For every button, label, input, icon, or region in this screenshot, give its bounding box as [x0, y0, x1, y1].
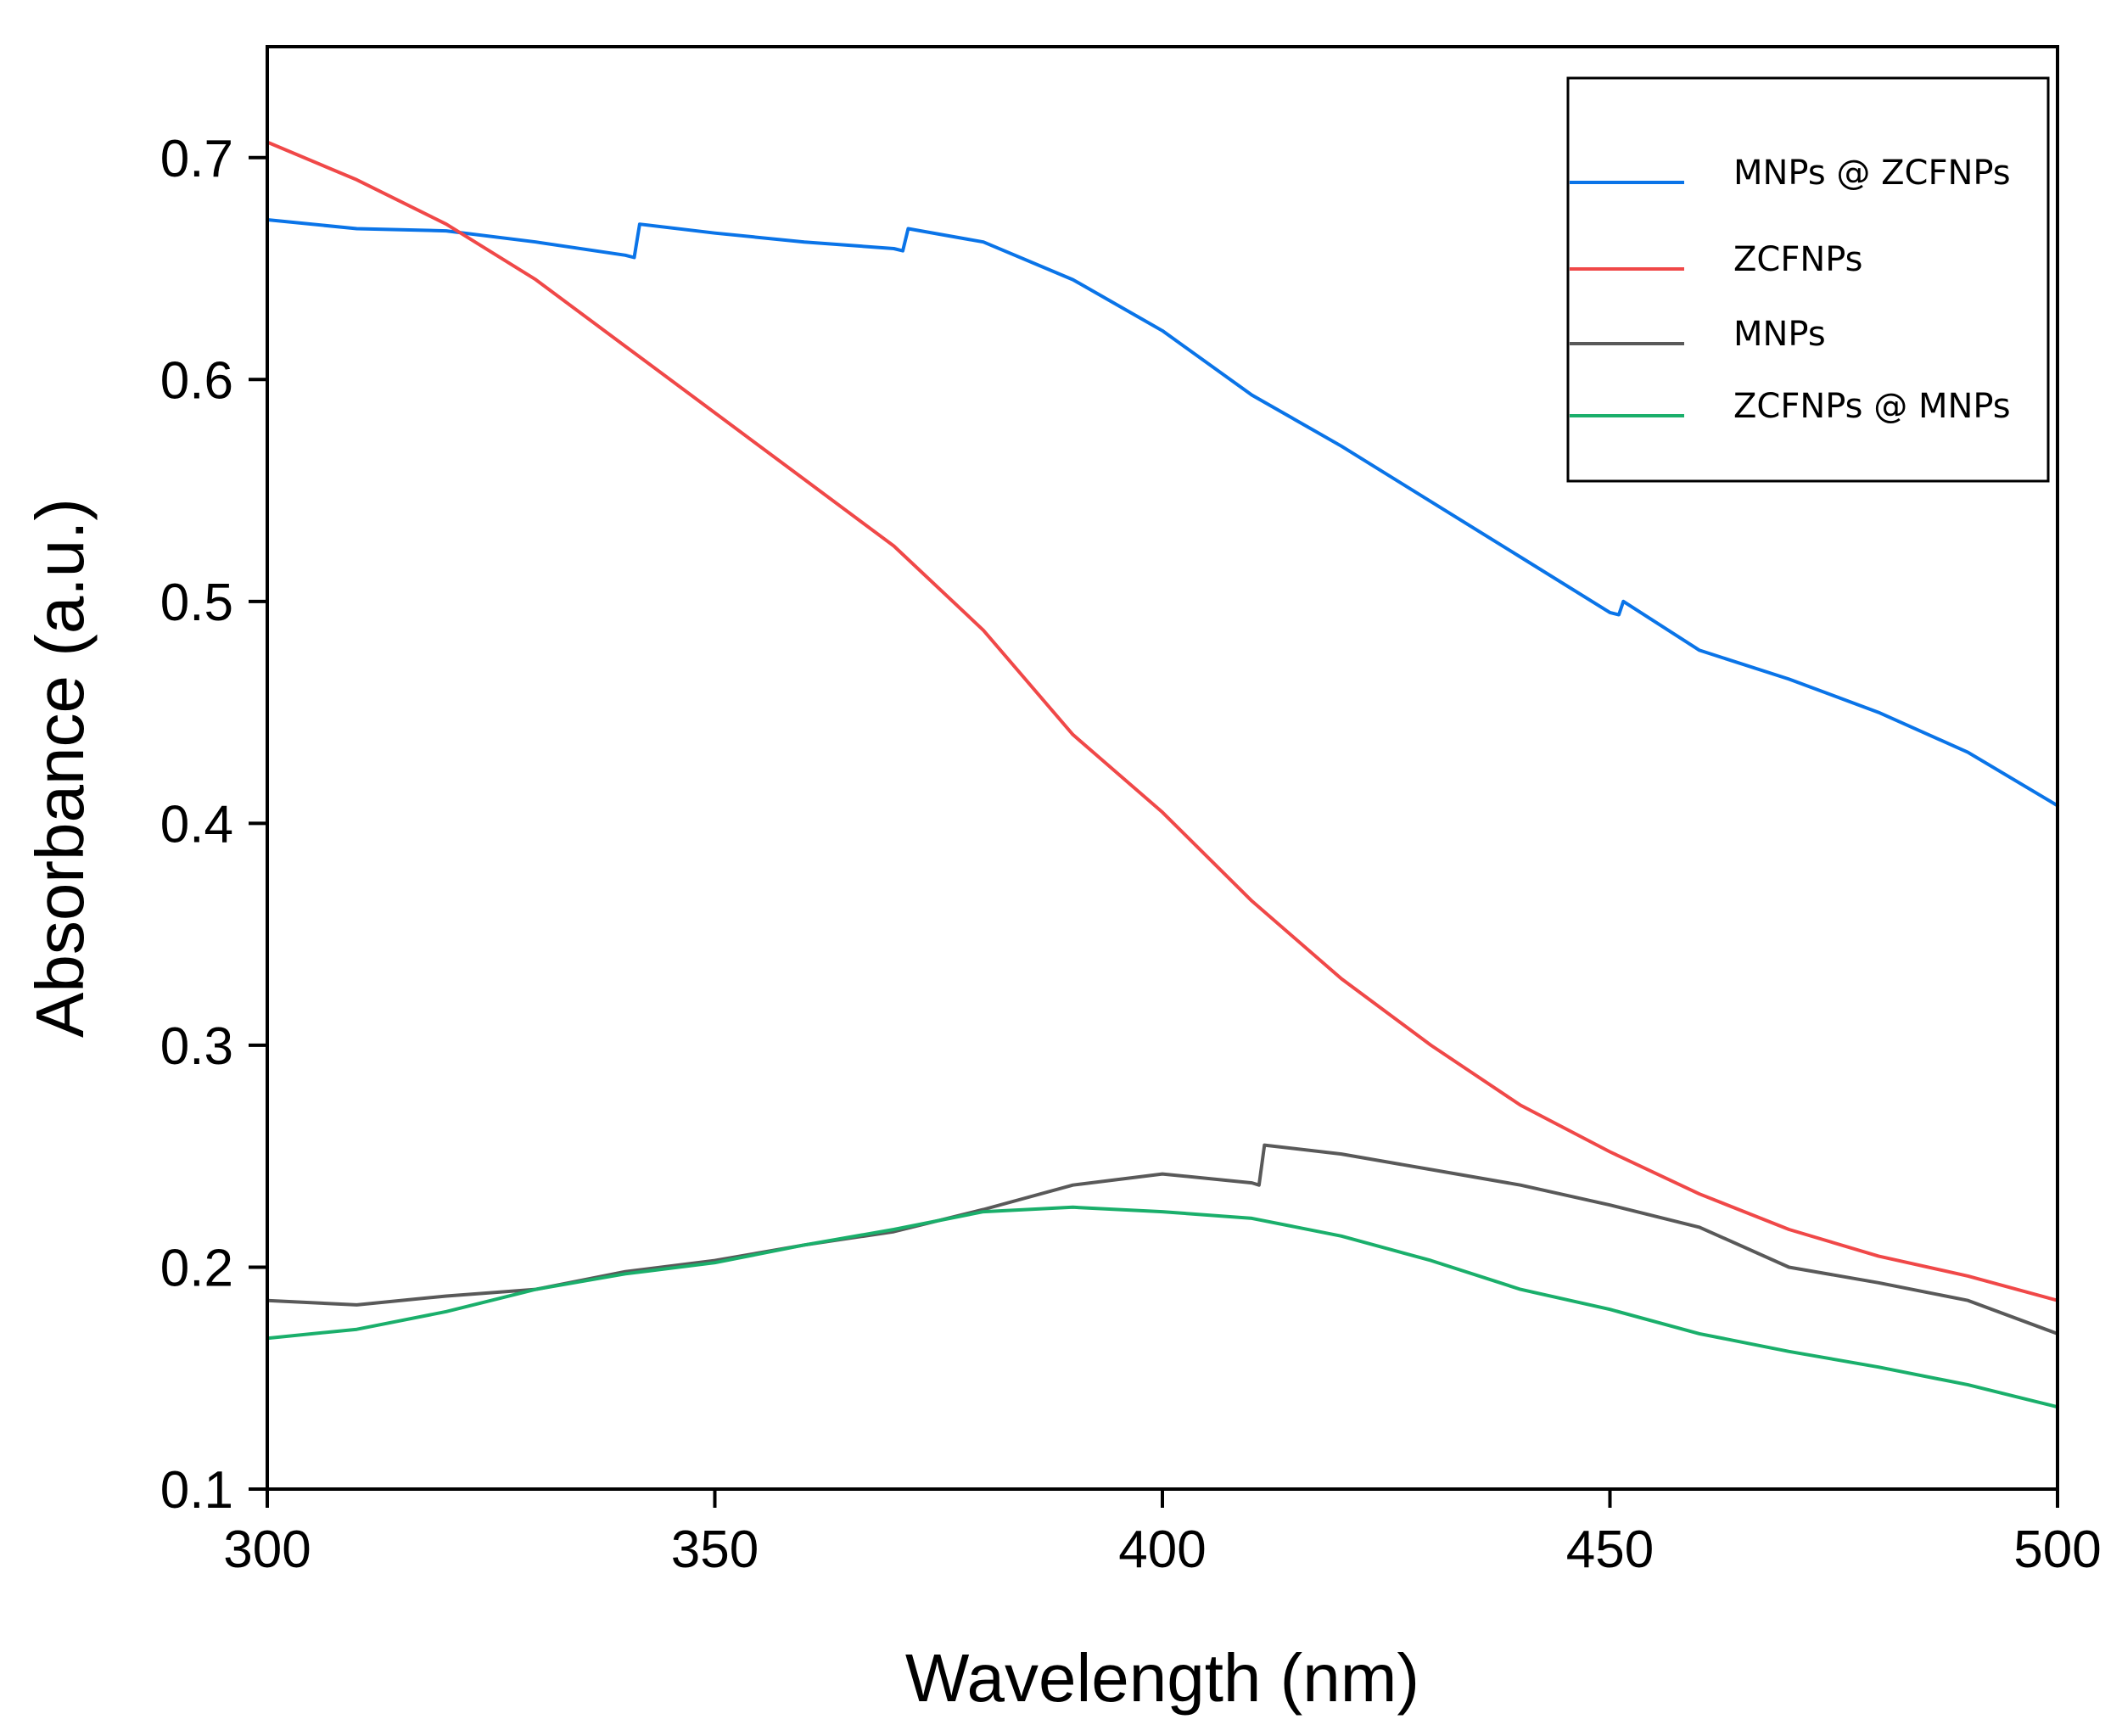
series-line-4 — [266, 1205, 2059, 1409]
x-tick-label: 450 — [1566, 1520, 1654, 1579]
x-tick-label: 500 — [2013, 1520, 2101, 1579]
legend-box — [1566, 76, 2050, 483]
x-axis: 300 350 400 450 500 — [223, 1489, 2102, 1579]
series-line-2 — [266, 140, 2059, 1302]
legend-label-1: MNPs @ ZCFNPs — [1733, 154, 2011, 193]
series-layer — [266, 140, 2059, 1409]
legend-items: MNPs @ ZCFNPs ZCFNPs MNPs ZCFNPs @ MNPs — [1570, 154, 2011, 426]
y-axis-title: Absorbance (a.u.) — [22, 498, 98, 1038]
legend-label-2: ZCFNPs — [1733, 240, 1863, 279]
x-axis-title: Wavelength (nm) — [905, 1640, 1419, 1716]
y-tick-label: 0.6 — [160, 351, 233, 410]
y-tick-label: 0.4 — [160, 795, 233, 854]
legend-label-3: MNPs — [1733, 315, 1826, 354]
y-tick-label: 0.1 — [160, 1461, 233, 1520]
y-tick-label: 0.2 — [160, 1239, 233, 1297]
legend: MNPs @ ZCFNPs ZCFNPs MNPs ZCFNPs @ MNPs — [1566, 76, 2050, 483]
x-tick-label: 350 — [671, 1520, 759, 1579]
legend-label-4: ZCFNPs @ MNPs — [1733, 387, 2011, 426]
y-tick-label: 0.5 — [160, 574, 233, 632]
x-tick-label: 400 — [1118, 1520, 1206, 1579]
series-line-1 — [266, 218, 2059, 808]
y-tick-label: 0.7 — [160, 130, 233, 188]
series-line-3 — [266, 1143, 2059, 1336]
x-tick-label: 300 — [223, 1520, 311, 1579]
y-axis: 0.1 0.2 0.3 0.4 0.5 0.6 0.7 — [160, 130, 267, 1520]
y-tick-label: 0.3 — [160, 1017, 233, 1076]
